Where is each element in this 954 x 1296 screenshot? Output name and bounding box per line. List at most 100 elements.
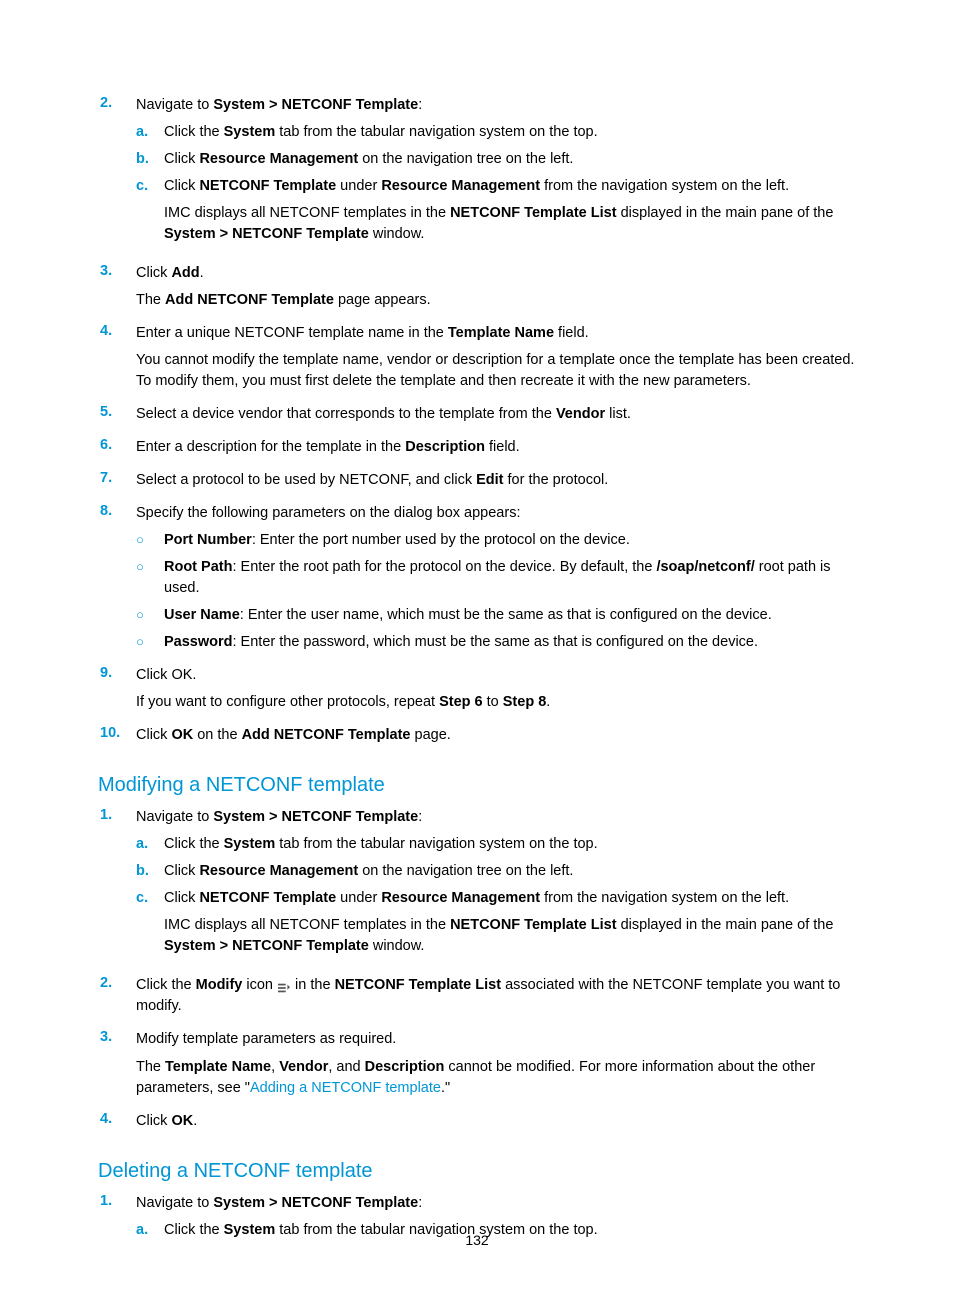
step-number: 2. [98, 95, 136, 111]
substep-marker: a. [136, 834, 164, 855]
substep-marker: b. [136, 149, 164, 170]
bullet-marker: ○ [136, 530, 164, 550]
bullet-item: ○ User Name: Enter the user name, which … [136, 605, 856, 626]
step-body: Click Add. The Add NETCONF Template page… [136, 263, 856, 317]
substep-marker: c. [136, 888, 164, 909]
bullet-body: Root Path: Enter the root path for the p… [164, 557, 856, 599]
substep-text: Click NETCONF Template under Resource Ma… [164, 888, 856, 909]
substep-list: a. Click the System tab from the tabular… [136, 834, 856, 963]
step-number: 9. [98, 665, 136, 681]
substep-body: Click NETCONF Template under Resource Ma… [164, 888, 856, 963]
step-text: Navigate to System > NETCONF Template: [136, 807, 856, 828]
bullet-marker: ○ [136, 605, 164, 625]
step-text: Click OK on the Add NETCONF Template pag… [136, 725, 856, 746]
bullet-item: ○ Port Number: Enter the port number use… [136, 530, 856, 551]
step-number: 4. [98, 1111, 136, 1127]
bullet-item: ○ Root Path: Enter the root path for the… [136, 557, 856, 599]
step-3: 3. Click Add. The Add NETCONF Template p… [98, 263, 856, 317]
step-body: Enter a unique NETCONF template name in … [136, 323, 856, 398]
step-text: If you want to configure other protocols… [136, 692, 856, 713]
substep-marker: c. [136, 176, 164, 197]
step-body: Navigate to System > NETCONF Template: a… [136, 807, 856, 969]
step-text: Click OK. [136, 665, 856, 686]
step-text: The Add NETCONF Template page appears. [136, 290, 856, 311]
step-4: 4. Click OK. [98, 1111, 856, 1138]
substep-text: IMC displays all NETCONF templates in th… [164, 915, 856, 957]
heading-deleting: Deleting a NETCONF template [98, 1160, 856, 1183]
step-text: Enter a unique NETCONF template name in … [136, 323, 856, 344]
heading-modifying: Modifying a NETCONF template [98, 774, 856, 797]
step-7: 7. Select a protocol to be used by NETCO… [98, 470, 856, 497]
procedure-list-2: 1. Navigate to System > NETCONF Template… [98, 807, 856, 1137]
step-3: 3. Modify template parameters as require… [98, 1029, 856, 1104]
step-1: 1. Navigate to System > NETCONF Template… [98, 807, 856, 969]
step-number: 3. [98, 263, 136, 279]
substep-b: b. Click Resource Management on the navi… [136, 149, 856, 170]
substep-a: a. Click the System tab from the tabular… [136, 834, 856, 855]
step-number: 4. [98, 323, 136, 339]
substep-marker: b. [136, 861, 164, 882]
step-8: 8. Specify the following parameters on t… [98, 503, 856, 659]
step-text: Modify template parameters as required. [136, 1029, 856, 1050]
step-number: 10. [98, 725, 136, 741]
step-number: 1. [98, 807, 136, 823]
step-body: Enter a description for the template in … [136, 437, 856, 464]
substep-text: IMC displays all NETCONF templates in th… [164, 203, 856, 245]
link-adding-template[interactable]: Adding a NETCONF template [250, 1080, 441, 1096]
step-text: Select a protocol to be used by NETCONF,… [136, 470, 856, 491]
step-text: Navigate to System > NETCONF Template: [136, 1193, 856, 1214]
step-4: 4. Enter a unique NETCONF template name … [98, 323, 856, 398]
step-5: 5. Select a device vendor that correspon… [98, 404, 856, 431]
procedure-list-1: 2. Navigate to System > NETCONF Template… [98, 95, 856, 752]
step-number: 5. [98, 404, 136, 420]
step-number: 2. [98, 975, 136, 991]
step-body: Specify the following parameters on the … [136, 503, 856, 659]
step-body: Select a device vendor that corresponds … [136, 404, 856, 431]
bullet-list: ○ Port Number: Enter the port number use… [136, 530, 856, 653]
substep-marker: a. [136, 122, 164, 143]
step-text: Click the Modify icon in the NETCONF Tem… [136, 975, 856, 1017]
substep-b: b. Click Resource Management on the navi… [136, 861, 856, 882]
step-text: The Template Name, Vendor, and Descripti… [136, 1057, 856, 1099]
step-body: Click the Modify icon in the NETCONF Tem… [136, 975, 856, 1023]
step-text: You cannot modify the template name, ven… [136, 350, 856, 392]
step-text: Click Add. [136, 263, 856, 284]
substep-body: Click the System tab from the tabular na… [164, 122, 856, 143]
step-number: 6. [98, 437, 136, 453]
bullet-body: Port Number: Enter the port number used … [164, 530, 856, 551]
bullet-body: Password: Enter the password, which must… [164, 632, 856, 653]
bullet-item: ○ Password: Enter the password, which mu… [136, 632, 856, 653]
step-text: Click OK. [136, 1111, 856, 1132]
step-number: 3. [98, 1029, 136, 1045]
step-text: Enter a description for the template in … [136, 437, 856, 458]
substep-a: a. Click the System tab from the tabular… [136, 122, 856, 143]
step-number: 8. [98, 503, 136, 519]
modify-icon [277, 980, 291, 992]
step-text: Specify the following parameters on the … [136, 503, 856, 524]
step-body: Modify template parameters as required. … [136, 1029, 856, 1104]
bullet-marker: ○ [136, 557, 164, 577]
substep-list: a. Click the System tab from the tabular… [136, 122, 856, 251]
step-10: 10. Click OK on the Add NETCONF Template… [98, 725, 856, 752]
step-2: 2. Navigate to System > NETCONF Template… [98, 95, 856, 257]
step-text: Select a device vendor that corresponds … [136, 404, 856, 425]
bullet-body: User Name: Enter the user name, which mu… [164, 605, 856, 626]
step-number: 7. [98, 470, 136, 486]
step-body: Select a protocol to be used by NETCONF,… [136, 470, 856, 497]
step-body: Click OK. [136, 1111, 856, 1138]
document-page: 2. Navigate to System > NETCONF Template… [0, 0, 954, 1296]
substep-body: Click the System tab from the tabular na… [164, 834, 856, 855]
substep-body: Click NETCONF Template under Resource Ma… [164, 176, 856, 251]
substep-body: Click Resource Management on the navigat… [164, 861, 856, 882]
step-9: 9. Click OK. If you want to configure ot… [98, 665, 856, 719]
step-text: Navigate to System > NETCONF Template: [136, 95, 856, 116]
step-2: 2. Click the Modify icon in the NETCONF … [98, 975, 856, 1023]
substep-c: c. Click NETCONF Template under Resource… [136, 888, 856, 963]
step-body: Click OK on the Add NETCONF Template pag… [136, 725, 856, 752]
substep-c: c. Click NETCONF Template under Resource… [136, 176, 856, 251]
bullet-marker: ○ [136, 632, 164, 652]
substep-body: Click Resource Management on the navigat… [164, 149, 856, 170]
page-number: 132 [0, 1232, 954, 1248]
step-body: Navigate to System > NETCONF Template: a… [136, 95, 856, 257]
step-6: 6. Enter a description for the template … [98, 437, 856, 464]
